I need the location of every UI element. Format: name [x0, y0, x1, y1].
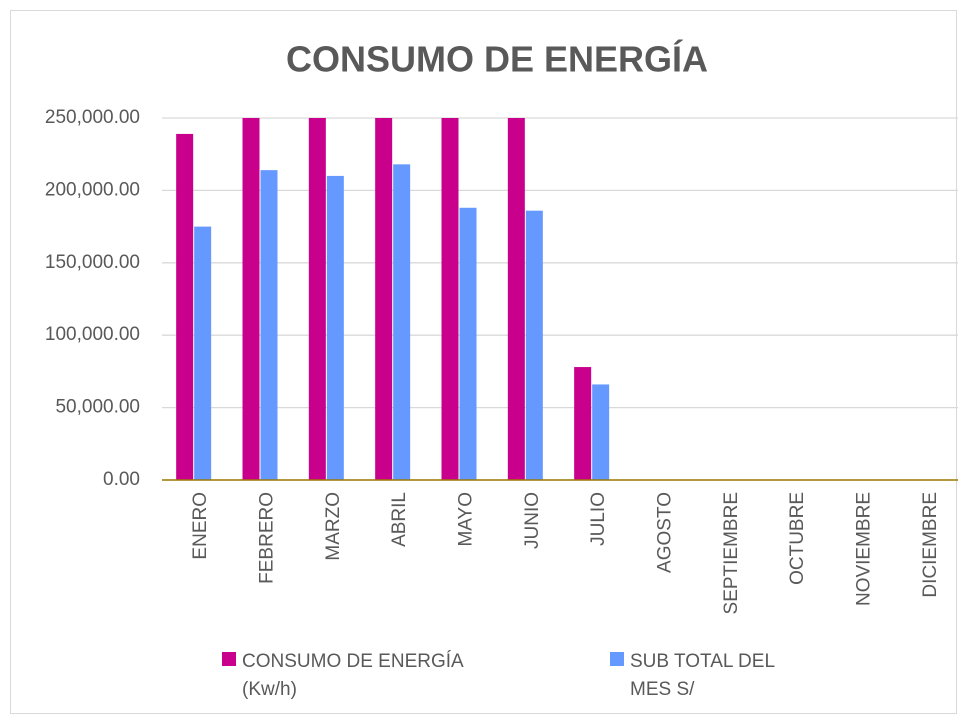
- x-tick-label: NOVIEMBRE: [854, 492, 875, 606]
- bar: [525, 210, 543, 480]
- x-tick-label: OCTUBRE: [787, 492, 808, 585]
- bar: [308, 118, 326, 480]
- x-tick-label: AGOSTO: [655, 492, 676, 573]
- x-tick-label: FEBRERO: [257, 492, 278, 584]
- y-tick-label: 250,000.00: [45, 107, 140, 128]
- legend-item: SUB TOTAL DEL MES S/: [610, 648, 810, 704]
- bar: [592, 384, 610, 480]
- x-tick-label: MARZO: [323, 492, 344, 561]
- bar: [574, 367, 592, 480]
- y-tick-label: 150,000.00: [45, 252, 140, 273]
- bar: [393, 164, 411, 480]
- bar: [375, 118, 393, 480]
- x-tick-label: JULIO: [588, 492, 609, 546]
- chart-title: CONSUMO DE ENERGÍA: [286, 39, 708, 80]
- x-tick-label: ENERO: [190, 492, 211, 560]
- x-tick-label: MAYO: [456, 492, 477, 547]
- bar: [194, 226, 212, 480]
- legend-swatch: [222, 652, 236, 666]
- legend-item: CONSUMO DE ENERGÍA (Kw/h): [222, 648, 522, 704]
- x-tick-label: JUNIO: [522, 492, 543, 549]
- y-tick-label: 50,000.00: [55, 397, 140, 418]
- legend-swatch: [610, 652, 624, 666]
- x-tick-label: SEPTIEMBRE: [721, 492, 742, 614]
- bar: [507, 118, 525, 480]
- bar: [441, 118, 459, 480]
- bar: [260, 170, 278, 481]
- legend-label: CONSUMO DE ENERGÍA (Kw/h): [242, 651, 463, 700]
- bar: [459, 207, 477, 480]
- bar: [326, 175, 344, 481]
- legend-label: SUB TOTAL DEL MES S/: [630, 651, 775, 700]
- y-tick-label: 0.00: [103, 469, 140, 490]
- y-tick-label: 100,000.00: [45, 324, 140, 345]
- bar: [176, 133, 194, 481]
- x-tick-label: DICIEMBRE: [920, 492, 941, 598]
- bar: [242, 118, 260, 480]
- chart-frame: [10, 10, 957, 714]
- y-tick-label: 200,000.00: [45, 179, 140, 200]
- x-tick-label: ABRIL: [389, 492, 410, 547]
